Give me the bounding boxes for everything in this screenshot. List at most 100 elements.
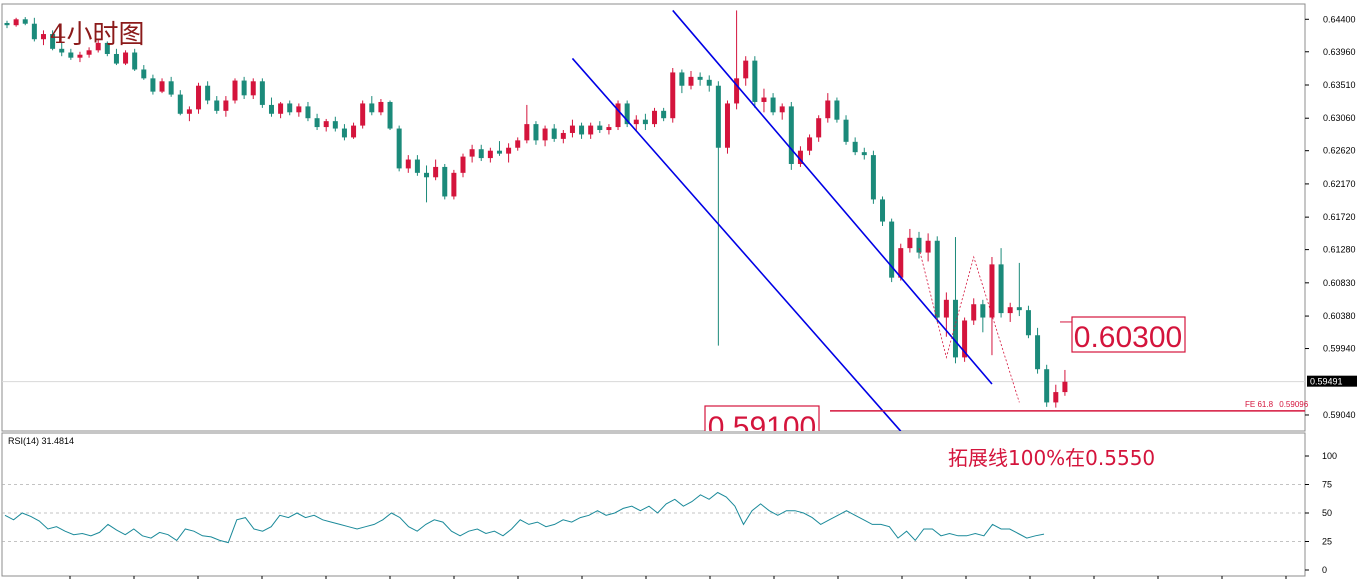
candle-body: [515, 140, 521, 148]
annotation-box-lower: 0.59100: [704, 405, 820, 431]
candle-body: [177, 94, 183, 114]
candle-body: [360, 103, 366, 126]
candle-body: [624, 103, 630, 125]
rsi-title: RSI(14) 31.4814: [8, 436, 74, 446]
candle-body: [59, 48, 65, 53]
candle-body: [433, 166, 439, 178]
candle-body: [113, 53, 119, 64]
candle-body: [141, 69, 147, 79]
candle-body: [998, 264, 1004, 314]
price-tick-label: 0.60830: [1323, 278, 1356, 288]
candle-body: [779, 106, 785, 113]
price-tick-label: 0.59940: [1323, 344, 1356, 354]
candle-body: [825, 100, 831, 119]
candle-body: [952, 299, 958, 358]
candle-body: [460, 156, 466, 173]
candle-body: [4, 22, 10, 26]
candle-body: [250, 81, 256, 96]
candle-body: [123, 52, 129, 64]
price-tick-label: 0.63060: [1323, 113, 1356, 123]
annotation-box-upper: 0.60300: [1071, 316, 1186, 354]
candle-body: [542, 128, 548, 141]
candle-body: [788, 106, 794, 164]
candle-body: [487, 150, 493, 159]
candle-body: [697, 76, 703, 80]
rsi-tick-label: 25: [1322, 537, 1332, 547]
candle-body: [305, 106, 311, 119]
candle-body: [196, 85, 202, 110]
rsi-panel-frame: [1, 432, 1306, 577]
candle-body: [761, 97, 767, 102]
candle-body: [132, 52, 138, 70]
candle-body: [816, 118, 822, 138]
candle-body: [533, 124, 539, 141]
candle-body: [1007, 307, 1013, 314]
candle-body: [1025, 310, 1031, 336]
candle-body: [50, 34, 56, 49]
price-tick-label: 0.61280: [1323, 245, 1356, 255]
candle-body: [1044, 369, 1050, 403]
candle-body: [889, 221, 895, 278]
candle-body: [989, 264, 995, 318]
candle-body: [214, 100, 220, 111]
candle-body: [424, 172, 430, 178]
candle-body: [870, 155, 876, 200]
candle-body: [898, 248, 904, 278]
candle-body: [670, 72, 676, 119]
fe-label-name: FE 61.8: [1245, 400, 1274, 409]
candle-body: [150, 78, 156, 92]
price-tick-label: 0.63510: [1323, 80, 1356, 90]
candle-body: [588, 125, 594, 135]
candle-body: [478, 149, 484, 159]
rsi-tick-label: 0: [1322, 565, 1327, 575]
candle-body: [724, 103, 730, 148]
candle-body: [296, 106, 302, 113]
candle-body: [259, 81, 265, 105]
candle-body: [95, 42, 101, 51]
price-tick-label: 0.63960: [1323, 47, 1356, 57]
candle-body: [743, 60, 749, 79]
current-price-tag-bg: [1307, 375, 1357, 387]
candle-body: [633, 119, 639, 125]
candle-body: [31, 23, 37, 40]
candle-body: [68, 52, 74, 58]
rsi-tick-label: 75: [1322, 480, 1332, 490]
price-tick-label: 0.62170: [1323, 179, 1356, 189]
candle-body: [223, 100, 229, 111]
candle-body: [442, 166, 448, 197]
current-price-value: 0.59491: [1310, 377, 1343, 387]
rsi-line: [4, 491, 1045, 544]
candle-body: [1016, 307, 1022, 311]
candle-body: [77, 54, 83, 58]
candle-body: [971, 304, 977, 321]
candle-body: [314, 118, 320, 128]
candle-body: [323, 121, 329, 128]
rsi-tick-label: 100: [1322, 451, 1337, 461]
candle-body: [916, 237, 922, 253]
candle-body: [843, 119, 849, 142]
price-tick-label: 0.62620: [1323, 146, 1356, 156]
candle-body: [396, 128, 402, 169]
channel-lines: [571, 9, 993, 431]
candle-body: [506, 147, 512, 154]
candle-body: [22, 19, 28, 24]
candle-body: [980, 304, 986, 318]
price-tick-label: 0.59040: [1323, 410, 1356, 420]
candle-body: [770, 97, 776, 113]
candlestick-series: [4, 10, 1068, 408]
candle-body: [287, 103, 293, 113]
candle-body: [387, 101, 393, 129]
candle-body: [925, 240, 931, 253]
candle-body: [597, 125, 603, 131]
price-axis: 0.64400 0.63960 0.63510 0.63060 0.62620 0.621…: [1305, 14, 1356, 420]
candle-body: [688, 76, 694, 86]
annotation-box-lower-frame: [704, 405, 820, 431]
candle-body: [715, 85, 721, 148]
annotation-box-upper-frame: [1071, 316, 1186, 353]
candle-body: [834, 100, 840, 120]
rsi-tick-label: 50: [1322, 508, 1332, 518]
candle-body: [241, 80, 247, 96]
candle-body: [1062, 381, 1068, 393]
candle-body: [679, 72, 685, 86]
